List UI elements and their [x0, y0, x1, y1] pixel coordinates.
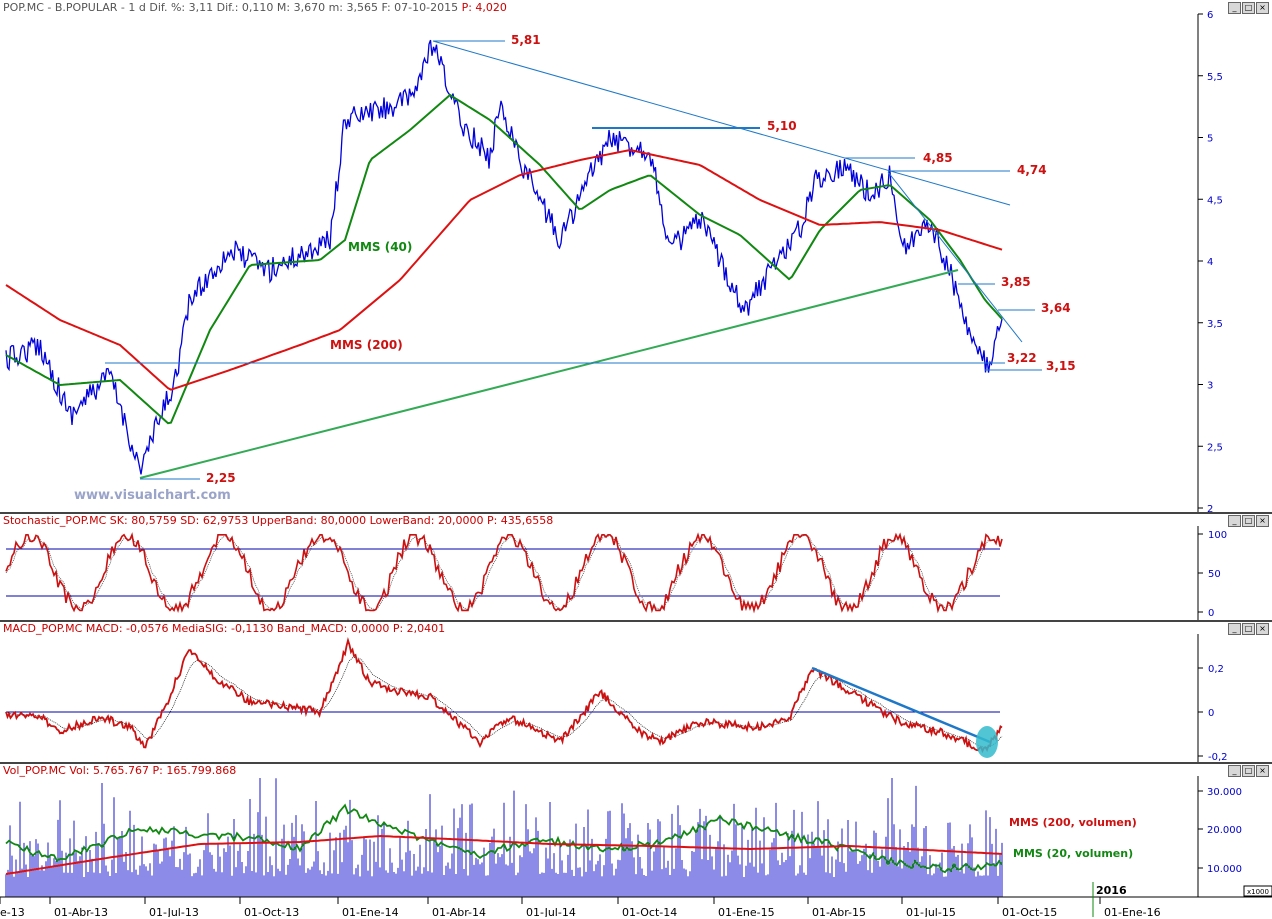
stoch-y-tick: 50: [1208, 569, 1221, 580]
price-symbol: POP.MC - B.POPULAR: [3, 1, 118, 14]
price-pane: POP.MC - B.POPULAR - 1 d Dif. %: 3,11 Di…: [0, 0, 1272, 512]
volume-chart[interactable]: 30.000 20.000 10.000 MMS (200, volumen) MM…: [0, 764, 1272, 917]
x-axis-label: 01-Oct-14: [622, 906, 677, 917]
close-button[interactable]: ×: [1256, 2, 1269, 14]
stoch-y-tick: 0: [1208, 608, 1214, 619]
stoch-sd-series: [5, 534, 1003, 610]
macd-highlight-ellipse: [976, 726, 998, 758]
price-last: P: 4,020: [461, 1, 507, 14]
macd-last: P: 2,0401: [392, 622, 446, 635]
x-axis-label: 01-Ene-14: [342, 906, 399, 917]
x-axis-label: e-13: [0, 906, 25, 917]
stochastic-header: Stochastic_POP.MC SK: 80,5759 SD: 62,975…: [3, 514, 553, 528]
price-y-tick: 4,5: [1207, 195, 1223, 206]
price-chart[interactable]: 6 5,5 5 4,5 4 3,5 3 2,5 2 5,81 5,10 4,85 4,74 3,…: [0, 0, 1272, 512]
volume-last: P: 165.799.868: [152, 764, 237, 777]
vol-mms20-series: [5, 803, 1003, 874]
stoch-y-tick: 100: [1208, 530, 1227, 541]
vol-close-button[interactable]: ×: [1256, 765, 1269, 777]
vol-mms200-series: [5, 834, 1003, 875]
stochastic-chart[interactable]: 100 50 0: [0, 514, 1272, 620]
price-y-tick: 3,5: [1207, 319, 1223, 330]
price-y-tick: 5,5: [1207, 72, 1223, 83]
label-322: 3,22: [1007, 351, 1037, 365]
price-y-tick: 5: [1207, 134, 1213, 145]
maximize-button[interactable]: □: [1242, 2, 1255, 14]
label-315: 3,15: [1046, 359, 1076, 373]
macd-y-tick: 0,2: [1208, 664, 1224, 675]
mms200-series: [5, 148, 1003, 391]
price-y-tick: 3: [1207, 381, 1213, 392]
x-axis-label: 01-Abr-14: [432, 906, 486, 917]
trendline-up: [139, 269, 959, 479]
macd-y-tick: 0: [1208, 708, 1214, 719]
macd-trendline: [811, 666, 991, 744]
macd-header: MACD_POP.MC MACD: -0,0576 MediaSIG: -0,1…: [3, 622, 445, 636]
stochastic-info: Stochastic_POP.MC SK: 80,5759 SD: 62,975…: [3, 514, 484, 527]
x-axis-label: 01-Ene-15: [718, 906, 775, 917]
stochastic-pane: Stochastic_POP.MC SK: 80,5759 SD: 62,975…: [0, 512, 1272, 622]
watermark: www.visualchart.com: [74, 488, 231, 503]
price-y-tick: 2: [1207, 504, 1213, 512]
label-581: 5,81: [511, 33, 541, 47]
price-y-tick: 6: [1207, 10, 1213, 21]
stoch-close-button[interactable]: ×: [1256, 515, 1269, 527]
vol-y-tick: 30.000: [1207, 787, 1242, 798]
macd-pane: MACD_POP.MC MACD: -0,0576 MediaSIG: -0,1…: [0, 620, 1272, 764]
vol-mms200-label: MMS (200, volumen): [1009, 816, 1137, 829]
trendline-down-2: [887, 171, 1023, 343]
volume-pane: Vol_POP.MC Vol: 5.765.767 P: 165.799.868…: [0, 762, 1272, 919]
x-axis-label: 01-Abr-13: [54, 906, 108, 917]
stochastic-last: P: 435,6558: [486, 514, 554, 527]
price-header: POP.MC - B.POPULAR - 1 d Dif. %: 3,11 Di…: [3, 1, 507, 15]
x-axis-label: 01-Ene-16: [1104, 906, 1161, 917]
label-364: 3,64: [1041, 301, 1071, 315]
vol-y-tick: 10.000: [1207, 864, 1242, 875]
price-info: - 1 d Dif. %: 3,11 Dif.: 0,110 M: 3,670 …: [120, 1, 459, 14]
price-y-tick: 4: [1207, 257, 1213, 268]
x-axis-label: 01-Jul-14: [526, 906, 576, 917]
vol-mms20-label: MMS (20, volumen): [1013, 847, 1133, 860]
label-mms200: MMS (200): [330, 338, 403, 352]
macd-chart[interactable]: 0,2 0 -0,2: [0, 622, 1272, 762]
label-225: 2,25: [206, 471, 236, 485]
volume-header: Vol_POP.MC Vol: 5.765.767 P: 165.799.868: [3, 764, 236, 778]
label-mms40: MMS (40): [348, 240, 412, 254]
minimize-button[interactable]: _: [1228, 2, 1241, 14]
volume-info: Vol_POP.MC Vol: 5.765.767: [3, 764, 149, 777]
label-385: 3,85: [1001, 275, 1031, 289]
macd-minimize-button[interactable]: _: [1228, 623, 1241, 635]
x-axis-label: 01-Oct-15: [1002, 906, 1057, 917]
x-axis-label: 01-Abr-15: [812, 906, 866, 917]
vol-y-tick: 20.000: [1207, 825, 1242, 836]
stoch-minimize-button[interactable]: _: [1228, 515, 1241, 527]
macd-close-button[interactable]: ×: [1256, 623, 1269, 635]
x-axis-label: 01-Oct-13: [244, 906, 299, 917]
stoch-maximize-button[interactable]: □: [1242, 515, 1255, 527]
x-axis-year: 2016: [1096, 884, 1127, 897]
stoch-sk-series: [5, 532, 1003, 614]
macd-info: MACD_POP.MC MACD: -0,0576 MediaSIG: -0,1…: [3, 622, 390, 635]
vol-maximize-button[interactable]: □: [1242, 765, 1255, 777]
price-y-tick: 2,5: [1207, 442, 1223, 453]
x-axis-label: 01-Jul-15: [906, 906, 956, 917]
mms40-series: [5, 93, 1003, 425]
label-510: 5,10: [767, 119, 797, 133]
macd-series: [5, 637, 1003, 754]
vol-minimize-button[interactable]: _: [1228, 765, 1241, 777]
macd-y-tick: -0,2: [1208, 752, 1228, 762]
vol-scale: x1000: [1247, 888, 1269, 896]
x-axis-label: 01-Jul-13: [149, 906, 199, 917]
trendline-down: [432, 40, 1011, 206]
macd-maximize-button[interactable]: □: [1242, 623, 1255, 635]
label-485: 4,85: [923, 151, 953, 165]
price-series: [5, 39, 1003, 475]
label-474: 4,74: [1017, 163, 1047, 177]
macd-signal-series: [5, 656, 1003, 748]
